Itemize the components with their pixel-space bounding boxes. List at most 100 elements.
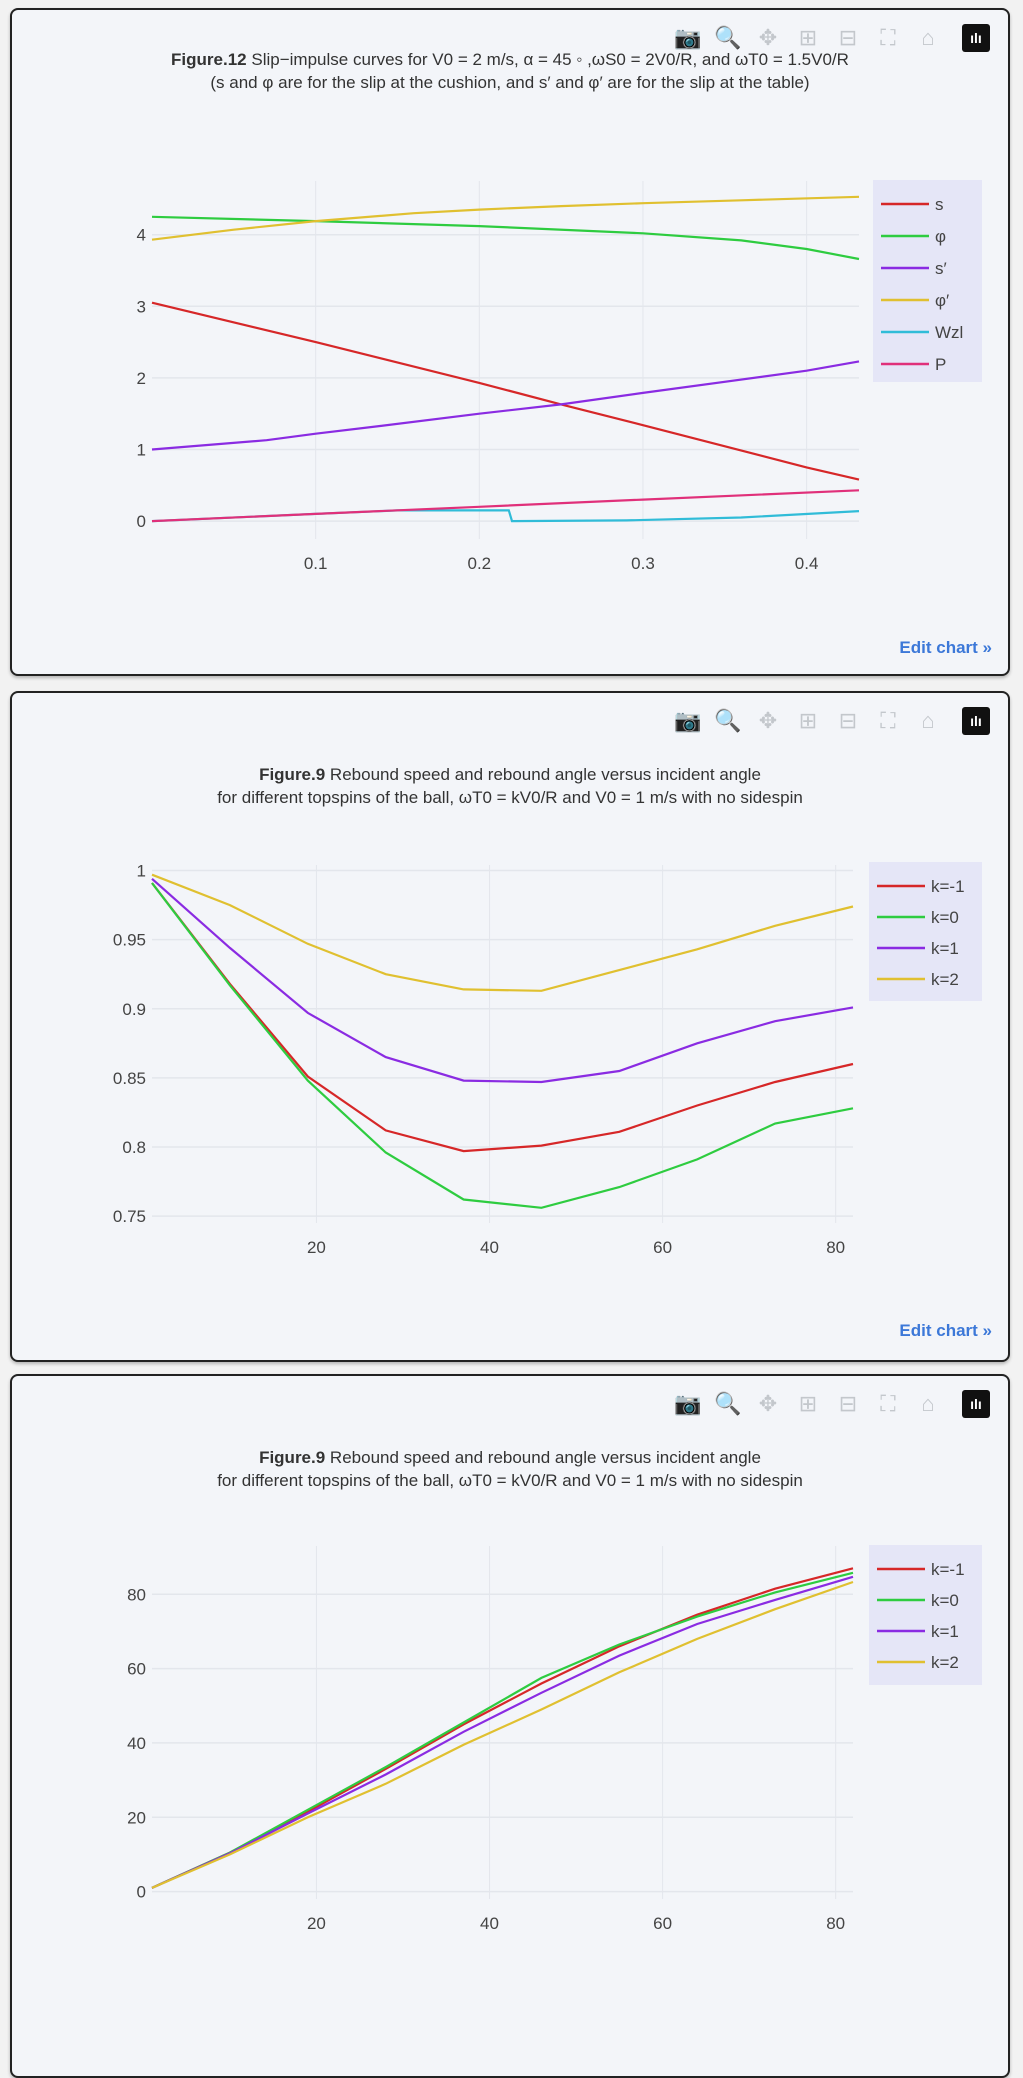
legend-item[interactable]: φ′: [881, 291, 949, 310]
legend-item[interactable]: k=0: [877, 908, 959, 927]
title-bold: Figure.12: [171, 50, 247, 69]
x-tick-label: 40: [480, 1238, 499, 1257]
legend-item[interactable]: k=2: [877, 970, 959, 989]
x-tick-label: 0.4: [795, 554, 819, 573]
legend-label: s: [935, 195, 944, 214]
legend-item[interactable]: k=0: [877, 1591, 959, 1610]
legend-label: k=-1: [931, 1560, 965, 1579]
pan-icon[interactable]: ✥: [758, 708, 778, 733]
plotly-logo-icon[interactable]: ılı: [962, 24, 990, 52]
autoscale-icon[interactable]: ⛶: [880, 1391, 896, 1416]
camera-icon[interactable]: 📷: [674, 25, 702, 50]
legend-box: [873, 180, 982, 382]
y-tick-label: 0.85: [113, 1069, 146, 1088]
legend-label: s′: [935, 259, 947, 278]
legend-item[interactable]: k=1: [877, 939, 959, 958]
x-tick-label: 0.2: [467, 554, 491, 573]
zoom-icon[interactable]: 🔍: [714, 25, 742, 50]
chart-card: 📷 🔍 ✥ ⊞ ⊟ ⛶ ⌂ ılı Figure.9 Rebound speed and reb…: [10, 691, 1010, 1362]
zoom-in-icon[interactable]: ⊞: [798, 25, 818, 50]
y-tick-label: 60: [127, 1660, 146, 1679]
series-line-3[interactable]: [151, 195, 860, 241]
legend: k=-1 k=0 k=1 k=2: [869, 862, 982, 1001]
chart-svg[interactable]: 20 40 60 80 0.75 0.8 0.85 0.9 0.95 1 k=-1 k=0 k=1 k=2: [12, 693, 1008, 1360]
home-icon[interactable]: ⌂: [921, 708, 935, 733]
plotly-logo-icon[interactable]: ılı: [962, 707, 990, 735]
x-tick-label: 80: [826, 1238, 845, 1257]
legend-item[interactable]: φ: [881, 227, 946, 246]
x-tick-label: 20: [307, 1238, 326, 1257]
plotly-logo-icon[interactable]: ılı: [962, 1390, 990, 1418]
legend-item[interactable]: P: [881, 355, 946, 374]
legend-label: Wzl: [935, 323, 963, 342]
series-line-1[interactable]: [151, 882, 854, 1209]
legend-item[interactable]: Wzl: [881, 323, 963, 342]
y-tick-label: 20: [127, 1808, 146, 1827]
legend-item[interactable]: k=-1: [877, 877, 965, 896]
series-line-2[interactable]: [151, 1575, 854, 1889]
legend-label: k=0: [931, 908, 959, 927]
y-tick-label: 1: [137, 441, 146, 460]
title-bold: Figure.9: [259, 1448, 326, 1467]
zoom-in-icon[interactable]: ⊞: [798, 1391, 818, 1416]
chart-subtitle: for different topspins of the ball, ωT0 …: [217, 1471, 803, 1490]
home-icon[interactable]: ⌂: [921, 1391, 935, 1416]
y-tick-label: 40: [127, 1734, 146, 1753]
zoom-out-icon[interactable]: ⊟: [838, 708, 858, 733]
legend-label: k=2: [931, 1653, 959, 1672]
series-line-3[interactable]: [151, 1580, 854, 1889]
legend-item[interactable]: s: [881, 195, 944, 214]
legend-item[interactable]: k=-1: [877, 1560, 965, 1579]
modebar: 📷 🔍 ✥ ⊞ ⊟ ⛶ ⌂ ılı: [668, 707, 990, 735]
y-tick-label: 2: [137, 369, 146, 388]
pan-icon[interactable]: ✥: [758, 1391, 778, 1416]
title-text: Rebound speed and rebound angle versus i…: [329, 1448, 761, 1467]
series-line-2[interactable]: [151, 877, 854, 1084]
legend: k=-1 k=0 k=1 k=2: [869, 1545, 982, 1685]
series-line-2[interactable]: [151, 360, 860, 451]
legend-item[interactable]: s′: [881, 259, 947, 278]
edit-chart-link[interactable]: Edit chart »: [899, 638, 992, 657]
chart-svg[interactable]: 0.1 0.2 0.3 0.4 0 1 2 3 4 sφ s′ φ′ Wzl P: [12, 10, 1008, 674]
x-tick-label: 60: [653, 1238, 672, 1257]
zoom-icon[interactable]: 🔍: [714, 1391, 742, 1416]
camera-icon[interactable]: 📷: [674, 708, 702, 733]
legend-label: k=0: [931, 1591, 959, 1610]
chart-card: 📷 🔍 ✥ ⊞ ⊟ ⛶ ⌂ ılı Figure.12 Slip−impulse curves …: [10, 8, 1010, 676]
x-tick-label: 40: [480, 1914, 499, 1933]
chart-card: 📷 🔍 ✥ ⊞ ⊟ ⛶ ⌂ ılı Figure.9 Rebound speed and reb…: [10, 1374, 1010, 2078]
series-line-1[interactable]: [151, 1571, 854, 1889]
y-tick-label: 0.9: [122, 1000, 146, 1019]
title-text: Slip−impulse curves for V0 = 2 m/s, α = …: [251, 50, 849, 69]
title-bold: Figure.9: [259, 765, 326, 784]
y-tick-label: 80: [127, 1585, 146, 1604]
x-tick-label: 80: [826, 1914, 845, 1933]
legend-item[interactable]: k=2: [877, 1653, 959, 1672]
autoscale-icon[interactable]: ⛶: [880, 708, 896, 733]
zoom-out-icon[interactable]: ⊟: [838, 25, 858, 50]
legend-label: k=-1: [931, 877, 965, 896]
autoscale-icon[interactable]: ⛶: [880, 25, 896, 50]
y-tick-label: 0: [137, 1883, 146, 1902]
y-tick-label: 4: [137, 226, 146, 245]
home-icon[interactable]: ⌂: [921, 25, 935, 50]
camera-icon[interactable]: 📷: [674, 1391, 702, 1416]
edit-chart-link[interactable]: Edit chart »: [899, 1321, 992, 1340]
y-tick-label: 0.75: [113, 1207, 146, 1226]
series-line-0[interactable]: [151, 882, 854, 1153]
legend-label: φ′: [935, 291, 949, 310]
x-tick-label: 0.3: [631, 554, 655, 573]
zoom-out-icon[interactable]: ⊟: [838, 1391, 858, 1416]
legend-item[interactable]: k=1: [877, 1622, 959, 1641]
zoom-icon[interactable]: 🔍: [714, 708, 742, 733]
title-text: Rebound speed and rebound angle versus i…: [329, 765, 761, 784]
x-tick-label: 0.1: [304, 554, 328, 573]
pan-icon[interactable]: ✥: [758, 25, 778, 50]
series-line-3[interactable]: [151, 873, 854, 992]
series-line-5[interactable]: [151, 489, 860, 523]
legend-box: [869, 1545, 982, 1685]
x-tick-label: 60: [653, 1914, 672, 1933]
legend-label: k=1: [931, 1622, 959, 1641]
zoom-in-icon[interactable]: ⊞: [798, 708, 818, 733]
chart-svg[interactable]: 20 40 60 80 0 20 40 60 80 k=-1 k=0 k=1 k=2: [12, 1376, 1008, 2076]
